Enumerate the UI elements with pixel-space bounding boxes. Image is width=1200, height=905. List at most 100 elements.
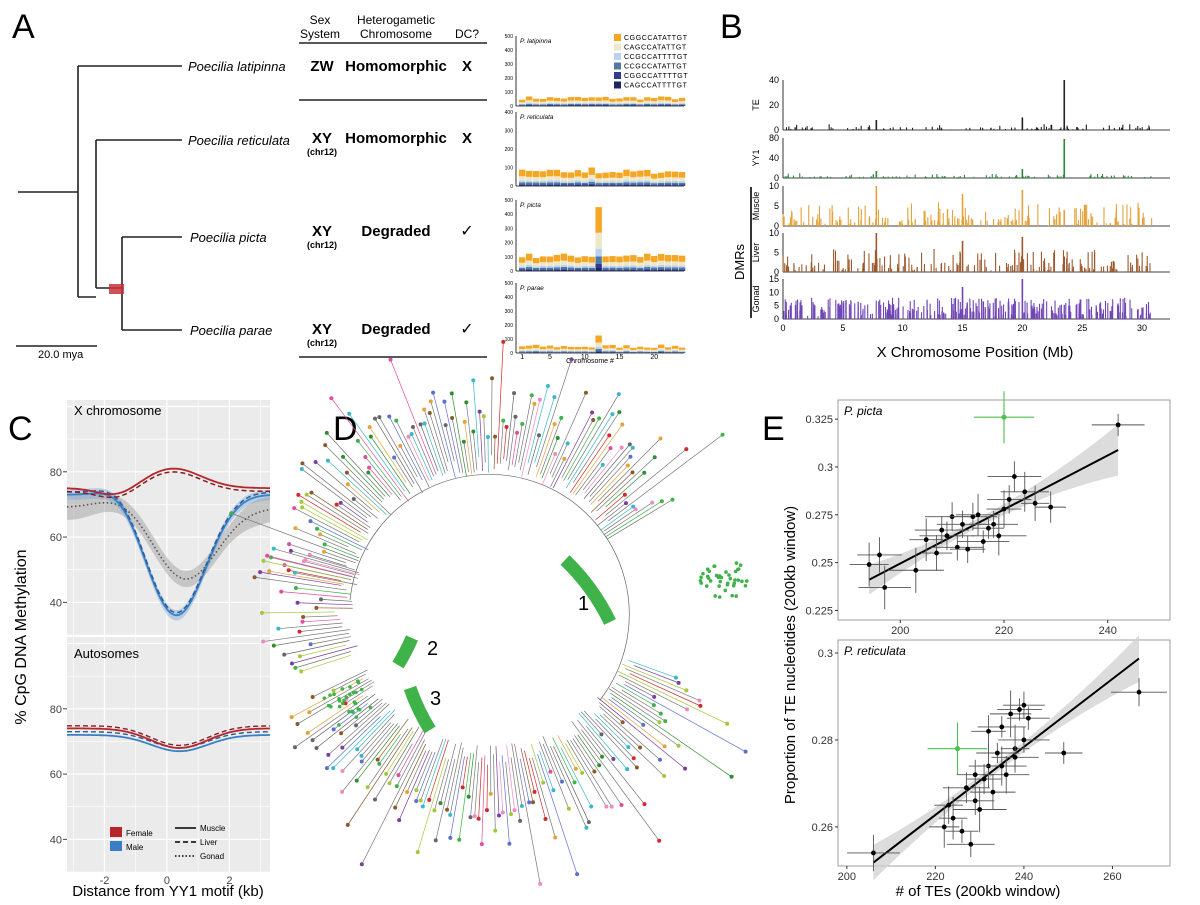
bar-segment (553, 101, 561, 104)
tree-branch (514, 423, 523, 468)
bar-segment (574, 103, 581, 106)
tree-tip (619, 802, 624, 807)
tree-branch (549, 746, 587, 828)
bar-segment (609, 256, 616, 263)
chr-tick-label: 5 (548, 354, 552, 361)
tree-tip (466, 794, 471, 799)
bar-segment (651, 269, 658, 271)
tree-branch (390, 359, 437, 475)
bar-segment (525, 182, 533, 185)
bar-segment (588, 179, 595, 182)
point-marker (944, 533, 950, 539)
bar-segment (539, 256, 547, 263)
point-marker (980, 539, 986, 544)
tree-tip (368, 434, 373, 439)
cluster-tip (699, 575, 703, 580)
chr-bar (519, 257, 526, 271)
tree-branch (254, 576, 347, 591)
bar-segment (588, 351, 595, 352)
y-tick-label: 0.275 (805, 510, 833, 522)
tree-branch (590, 472, 633, 513)
tree-branch (444, 401, 461, 473)
chr-bar (546, 256, 554, 271)
data-point (1020, 485, 1050, 521)
point-marker (939, 527, 945, 533)
bar-segment (602, 177, 609, 182)
tree-branch (508, 416, 516, 470)
tree-branch (575, 447, 611, 496)
bar-segment (630, 103, 637, 106)
tree-branch (565, 743, 583, 774)
bar-segment (553, 269, 561, 271)
chr-bar (658, 96, 665, 106)
bar-segment (539, 98, 547, 102)
tree-tip (289, 661, 294, 666)
bar-segment (658, 351, 665, 353)
bar-segment (588, 105, 595, 106)
tree-tip (634, 765, 639, 770)
point-marker (965, 546, 971, 552)
legend-female: Female (126, 829, 153, 838)
data-point (887, 547, 944, 593)
male-autosome-curve (67, 734, 270, 753)
bar-segment (595, 256, 602, 264)
tree-branch (574, 735, 622, 806)
data-point (970, 774, 1016, 810)
legend-liver: Liver (200, 838, 218, 847)
bar-segment (637, 351, 644, 353)
tree-tip (414, 798, 419, 803)
y-tick-label: 100 (505, 166, 514, 172)
bar-segment (560, 269, 568, 270)
cluster-tip (351, 690, 356, 695)
legend-swatch (614, 43, 621, 51)
bar-segment (560, 348, 568, 351)
tree-branch (532, 757, 556, 838)
tree-branch (377, 718, 409, 760)
bar-segment (637, 257, 644, 263)
tree-branch (588, 456, 631, 503)
bar-segment (616, 104, 623, 106)
bar-segment (588, 181, 595, 184)
tree-tip (267, 569, 272, 574)
bar-segment (616, 101, 623, 104)
bar-segment (658, 350, 665, 352)
tree-branch (347, 727, 413, 826)
tree-branch (560, 747, 592, 807)
bar-segment (519, 262, 526, 267)
bar-segment (553, 267, 561, 270)
tree-branch (305, 559, 360, 576)
y-tick-label: 300 (505, 309, 514, 315)
tree-tip (642, 470, 647, 475)
tree-branch (328, 702, 387, 756)
tree-branch (493, 754, 496, 831)
y-tick-label: 0.225 (805, 605, 833, 617)
tree-tip (642, 802, 647, 807)
data-point (982, 755, 1030, 794)
tree-branch (374, 418, 415, 484)
tree-branch (440, 743, 457, 804)
data-point (1003, 691, 1045, 719)
tree-branch (449, 747, 464, 815)
bar-segment (595, 207, 602, 233)
chr-bar (637, 99, 644, 106)
tree-tip (610, 412, 615, 417)
bar-segment (630, 180, 637, 183)
chr-bar (588, 97, 595, 106)
sex-system-value: XY (312, 321, 332, 338)
sex-system-chrom: (chr12) (307, 338, 337, 348)
bar-segment (664, 103, 672, 105)
bar-segment (595, 181, 602, 184)
cluster-tip (337, 697, 341, 701)
legend-swatch (614, 53, 621, 60)
bar-segment (539, 104, 547, 106)
bar-segment (595, 100, 602, 104)
y-tick-label: 0 (774, 173, 779, 183)
bar-segment (602, 182, 609, 185)
data-point (909, 518, 944, 562)
chr-bar (616, 256, 623, 271)
tree-branch (316, 698, 379, 749)
x-tick-label: 240 (1015, 871, 1033, 883)
tree-tip (471, 429, 476, 434)
bar-segment (539, 349, 547, 351)
bar-segment (609, 348, 616, 351)
